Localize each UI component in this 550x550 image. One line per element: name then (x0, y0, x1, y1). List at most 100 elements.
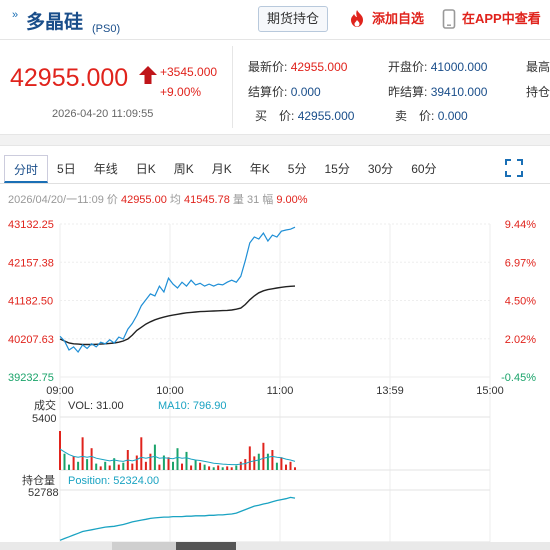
tab-daily-k[interactable]: 日K (135, 162, 156, 176)
volume-bar (285, 464, 287, 470)
volume-bar (135, 455, 138, 470)
y-tick-label-pct: -0.45% (501, 372, 536, 384)
volume-bar (280, 457, 283, 470)
flame-icon (351, 10, 363, 27)
x-tick-label: 15:00 (476, 385, 504, 397)
time-scrollbar[interactable] (0, 542, 550, 550)
add-favorite-label: 添加自选 (372, 11, 425, 26)
scrollbar-range (112, 542, 176, 550)
period-tabs: 分时 5日 年线 日K 周K 月K 年K 5分 15分 30分 60分 (4, 155, 446, 183)
change-percent: +9.00% (160, 85, 202, 99)
volume-bar (176, 448, 179, 470)
x-tick-label: 09:00 (46, 385, 74, 397)
tab-monthly-k[interactable]: 月K (211, 162, 232, 176)
field-label: 持仓 (526, 85, 550, 99)
volume-bar (253, 456, 256, 470)
futures-position-button[interactable]: 期货持仓 (258, 6, 328, 32)
price-line (59, 226, 296, 353)
y-tick-label: 43132.25 (8, 219, 54, 231)
volume-bar (235, 465, 238, 470)
field-ask: 卖 价: 0.000 (395, 107, 468, 124)
field-high: 最高 (526, 58, 550, 75)
volume-bar (239, 461, 242, 470)
field-value: 0.000 (437, 109, 468, 123)
volume-bar (185, 451, 188, 470)
volume-bar (162, 455, 165, 470)
volume-bar (221, 467, 224, 470)
volume-ymax: 5400 (32, 413, 56, 425)
field-latest: 最新价: 42955.000 (248, 58, 347, 75)
tab-15min[interactable]: 15分 (324, 162, 350, 176)
open-in-app-button[interactable]: 在APP中查看 (442, 7, 541, 31)
x-tick-label: 10:00 (156, 385, 184, 397)
change-amount: +3545.000 (160, 65, 218, 79)
volume-bar (158, 464, 161, 470)
tab-weekly-k[interactable]: 周K (173, 162, 194, 176)
intraday-chart[interactable]: 43132.25 42157.38 41182.50 40207.63 39232.75… (0, 200, 550, 542)
info-price: 42955.00 (120, 194, 167, 206)
open-in-app-label: 在APP中查看 (462, 11, 541, 26)
volume-bar (81, 437, 84, 470)
quote-divider (232, 46, 233, 128)
volume-bar (172, 461, 174, 470)
volume-bar (208, 466, 211, 470)
field-label: 结算价: (248, 85, 288, 99)
tab-5min[interactable]: 5分 (287, 162, 307, 176)
phone-icon (442, 9, 456, 29)
fullscreen-icon[interactable] (505, 159, 523, 177)
volume-bar (104, 461, 107, 470)
y-tick-label: 41182.50 (8, 296, 53, 308)
info-pct: 9.00% (276, 194, 308, 206)
field-open-interest: 持仓 (526, 83, 550, 100)
double-chevron-icon: » (12, 9, 19, 21)
tab-year-line[interactable]: 年线 (93, 162, 118, 176)
position-line (59, 496, 296, 541)
volume-bar (294, 467, 296, 470)
field-label: 最高 (526, 60, 550, 74)
info-price-label: 价 (106, 194, 118, 206)
instrument-title: 多晶硅 (26, 12, 84, 33)
last-price: 42955.000 (10, 64, 129, 92)
volume-bar (203, 464, 206, 470)
volume-ma: MA10: 796.90 (158, 400, 227, 412)
field-prev-settle: 昨结算: 39410.000 (388, 83, 487, 100)
volume-value: VOL: 31.00 (68, 400, 124, 412)
add-favorite-button[interactable]: 添加自选 (346, 7, 424, 31)
field-bid: 买 价: 42955.000 (255, 107, 354, 124)
tab-5day[interactable]: 5日 (57, 162, 76, 176)
info-vol-label: 量 (232, 194, 244, 206)
volume-bar (153, 444, 156, 470)
title-row: » 多晶硅 (PS0) 期货持仓 添加自选 在APP中查看 (0, 0, 550, 40)
volume-bar (244, 459, 247, 470)
volume-bar (108, 465, 111, 470)
volume-bar (230, 467, 233, 470)
info-pct-label: 幅 (262, 194, 274, 206)
info-vol: 31 (246, 194, 260, 206)
volume-bar (167, 457, 170, 470)
volume-bar (194, 460, 197, 470)
volume-bar (95, 463, 98, 470)
volume-bar (68, 464, 70, 470)
volume-bar (248, 446, 251, 470)
volume-bar (131, 463, 134, 470)
tab-30min[interactable]: 30分 (367, 162, 394, 176)
tab-yearly-k[interactable]: 年K (249, 162, 270, 176)
volume-bar (99, 466, 102, 470)
section-divider (0, 134, 550, 146)
scrollbar-thumb[interactable] (176, 542, 236, 550)
info-avg: 41545.78 (183, 194, 230, 206)
y-tick-label: 39232.75 (8, 372, 54, 384)
volume-bar (59, 431, 61, 470)
volume-bar (72, 456, 75, 470)
volume-bar (86, 459, 89, 470)
field-label: 卖 价: (395, 109, 435, 123)
info-date: 2026/04/20/一11:09 (8, 194, 104, 206)
volume-ma-line (59, 448, 296, 466)
volume-label: 成交 (34, 398, 56, 412)
tab-intraday[interactable]: 分时 (4, 155, 49, 183)
price-change: +3545.000 +9.00% (160, 62, 217, 102)
y-tick-label-pct: 6.97% (505, 257, 536, 269)
tab-60min[interactable]: 60分 (411, 162, 437, 176)
x-tick-label: 11:00 (267, 385, 294, 397)
field-value: 42955.000 (297, 109, 355, 123)
